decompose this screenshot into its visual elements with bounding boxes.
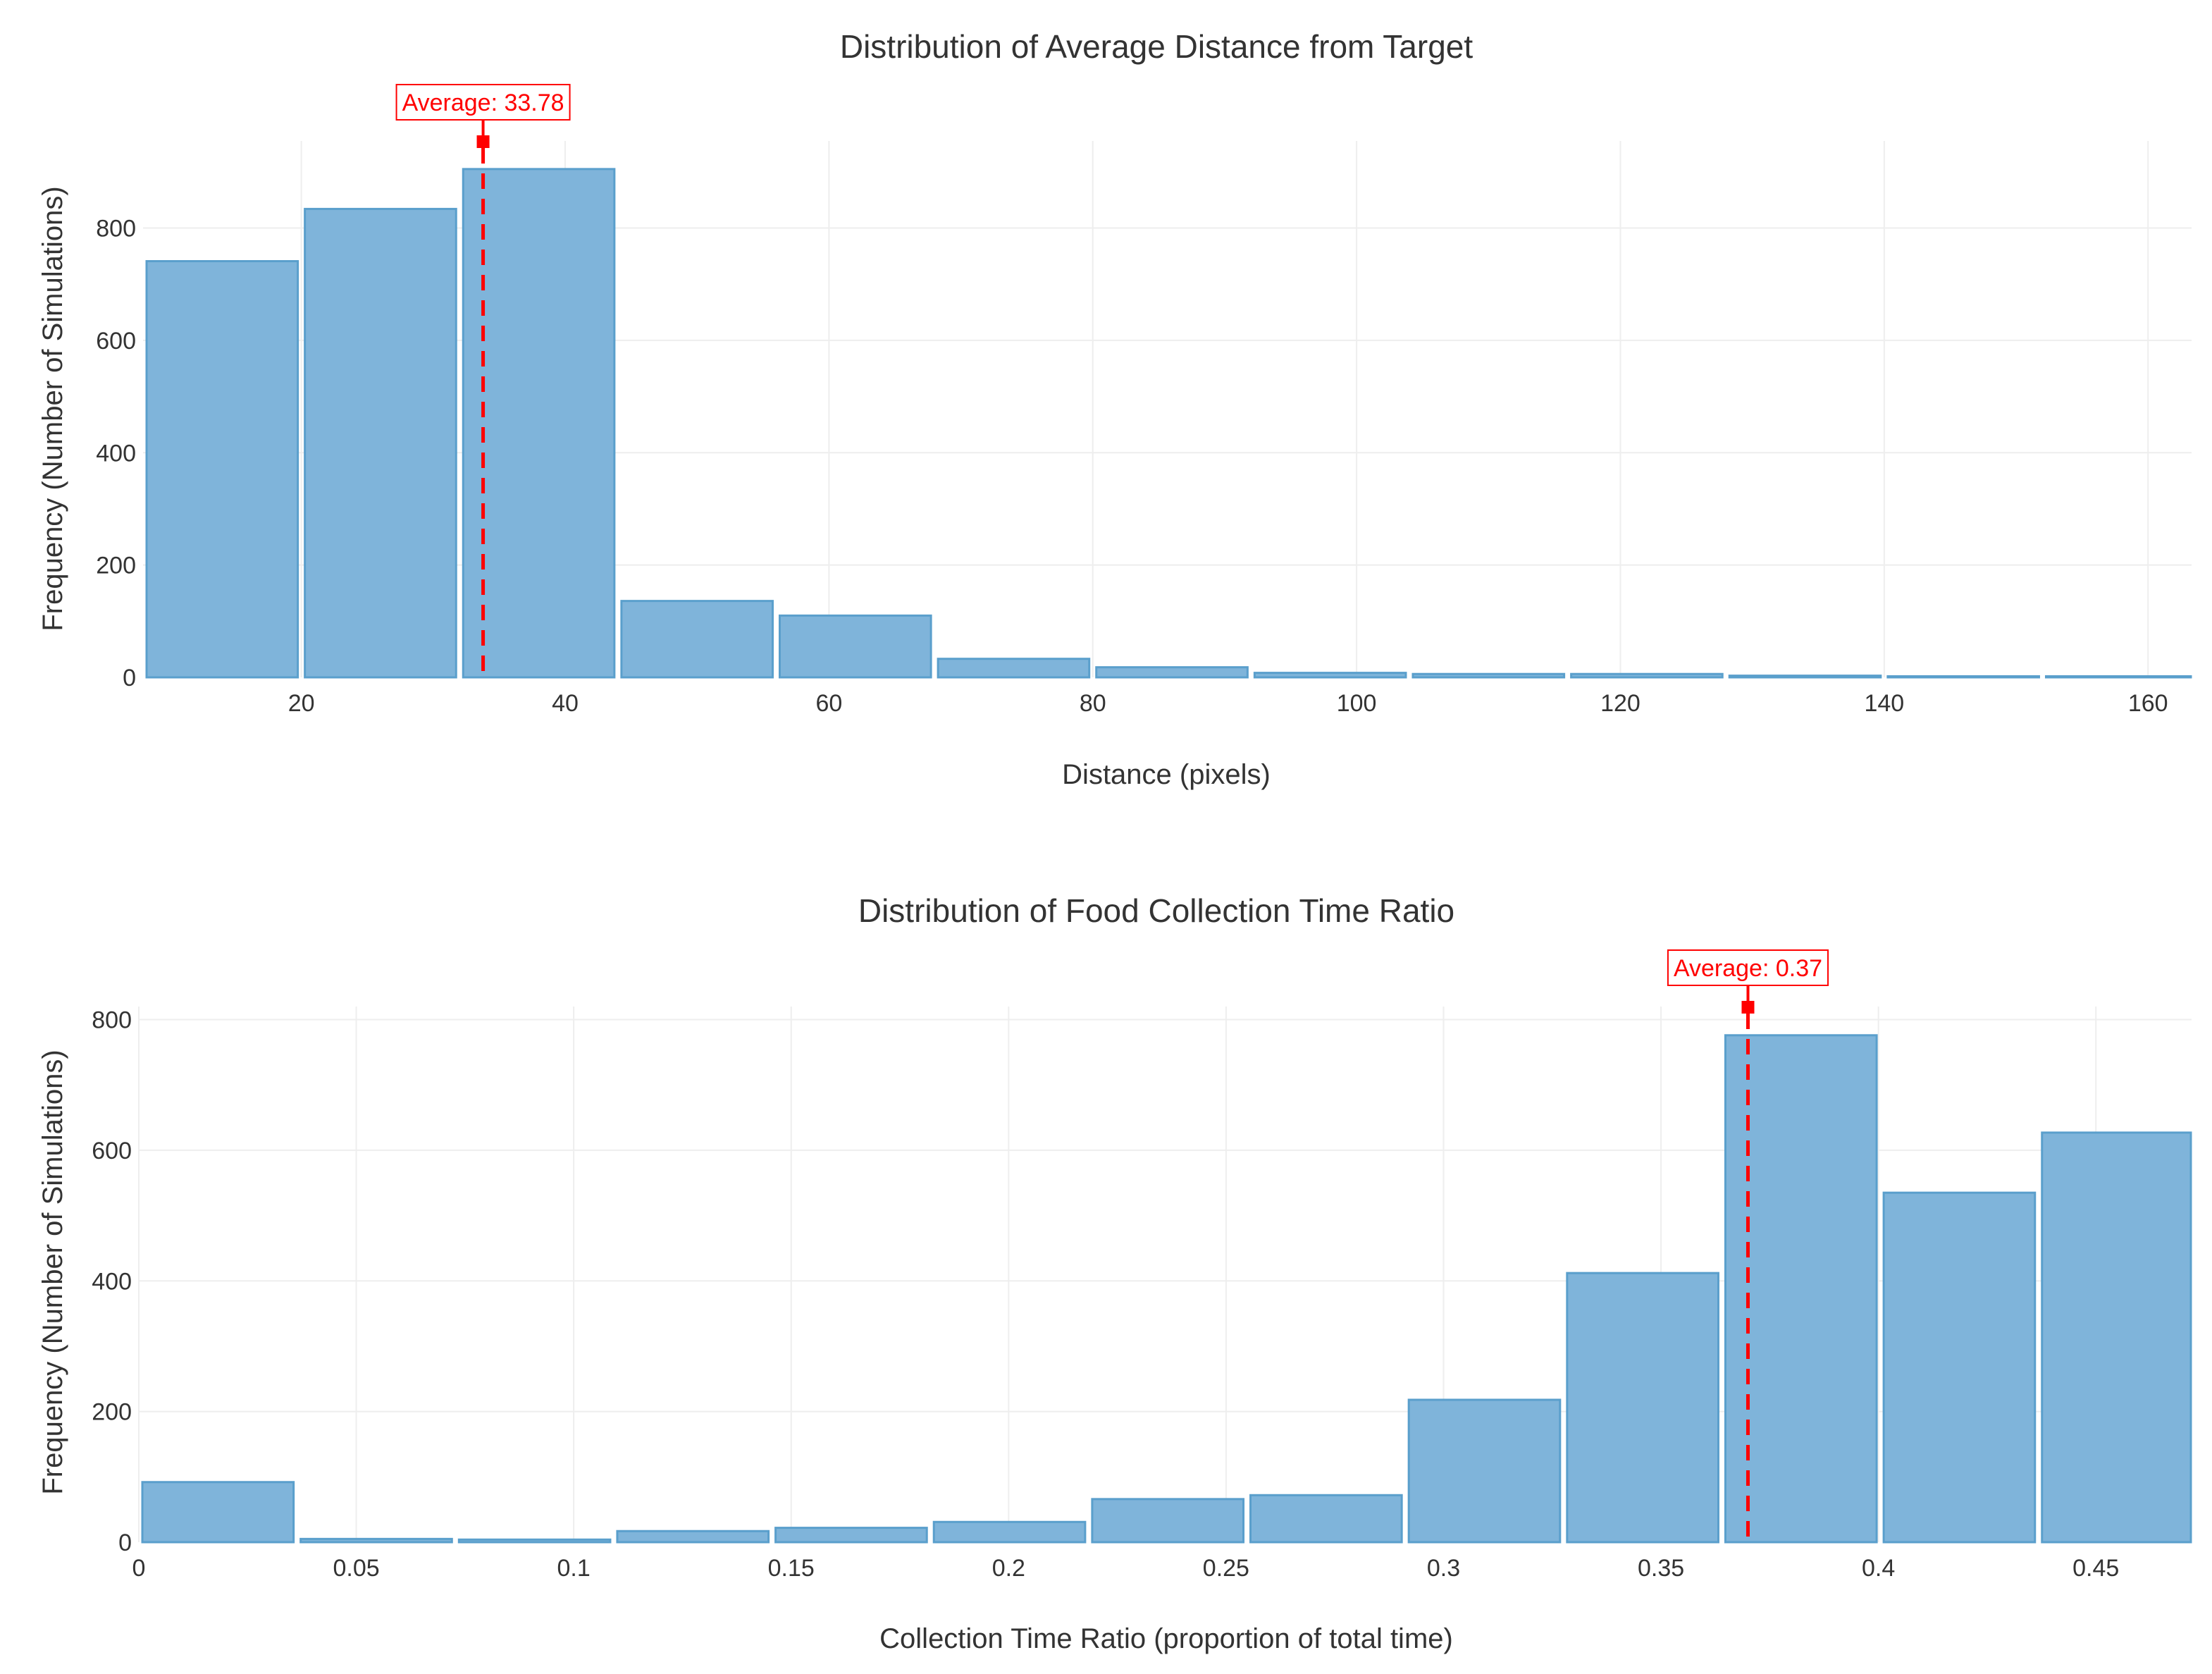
- distance-y-ticks: 0 200 400 600 800: [96, 216, 136, 691]
- distance-average-label-box: [395, 84, 571, 121]
- distance-bar-13: [2044, 675, 2192, 679]
- distance-x-ticks: 20 40 60 80 100 120 140 160: [288, 690, 2168, 717]
- distance-bar-1: [145, 260, 299, 679]
- distance-bar-2: [304, 207, 457, 679]
- ratio-x-tick-label: 0: [132, 1555, 146, 1582]
- distance-bar-5: [778, 614, 932, 679]
- distance-x-tick-label: 120: [1600, 690, 1641, 717]
- ratio-average-label: Average: 0.37: [1674, 955, 1822, 982]
- ratio-bar-1: [141, 1481, 295, 1544]
- ratio-chart-title: Distribution of Food Collection Time Rat…: [858, 892, 1454, 929]
- distance-x-axis-title: Distance (pixels): [1062, 759, 1271, 790]
- distance-average-label: Average: 33.78: [402, 90, 564, 116]
- ratio-x-tick-label: 0.2: [992, 1555, 1025, 1582]
- distance-x-tick-label: 80: [1080, 690, 1106, 717]
- distance-y-tick-label: 600: [96, 328, 136, 355]
- distance-x-tick-label: 160: [2128, 690, 2168, 717]
- ratio-y-ticks: 0 200 400 600 800: [92, 1007, 132, 1556]
- distance-y-tick-label: 800: [96, 216, 136, 242]
- ratio-x-ticks: 0 0.05 0.1 0.15 0.2 0.25 0.3 0.35 0.4 0.45: [132, 1555, 2120, 1582]
- ratio-y-axis-title: Frequency (Number of Simulations): [37, 1050, 68, 1494]
- distance-bar-9: [1411, 672, 1566, 679]
- ratio-x-axis-title: Collection Time Ratio (proportion of tot…: [879, 1623, 1453, 1654]
- ratio-x-tick-label: 0.35: [1638, 1555, 1684, 1582]
- ratio-bar-5: [774, 1527, 928, 1544]
- distance-bars: [145, 168, 2192, 679]
- ratio-bar-13: [2041, 1131, 2192, 1544]
- ratio-x-tick-label: 0.15: [768, 1555, 815, 1582]
- distance-x-tick-label: 40: [552, 690, 579, 717]
- distance-y-tick-label: 0: [123, 665, 136, 691]
- distance-bar-11: [1728, 675, 1882, 679]
- ratio-x-tick-label: 0.4: [1862, 1555, 1895, 1582]
- distance-bar-8: [1253, 672, 1407, 679]
- distance-average-marker: Average: 33.78: [395, 84, 571, 677]
- distance-bar-6: [937, 658, 1091, 679]
- ratio-y-tick-label: 200: [92, 1399, 132, 1426]
- ratio-bar-3: [457, 1538, 612, 1544]
- ratio-average-arrowhead: [1741, 1001, 1755, 1014]
- ratio-x-tick-label: 0.3: [1427, 1555, 1460, 1582]
- distance-bar-3: [462, 168, 616, 679]
- ratio-x-tick-label: 0.05: [333, 1555, 379, 1582]
- ratio-bar-2: [299, 1537, 453, 1544]
- ratio-x-tick-label: 0.1: [557, 1555, 591, 1582]
- ratio-y-tick-label: 600: [92, 1138, 132, 1164]
- ratio-bar-7: [1091, 1498, 1245, 1544]
- ratio-average-label-box: [1667, 949, 1829, 986]
- ratio-y-tick-label: 400: [92, 1268, 132, 1295]
- distance-chart-title: Distribution of Average Distance from Ta…: [840, 28, 1473, 65]
- distance-y-axis-title: Frequency (Number of Simulations): [37, 186, 68, 631]
- distance-histogram: Average: 33.78 20 40 60 80 100 120 140 160 0 200…: [37, 28, 2192, 790]
- ratio-x-tick-label: 0.25: [1203, 1555, 1249, 1582]
- distance-bar-4: [620, 600, 774, 679]
- distance-x-tick-label: 140: [1864, 690, 1904, 717]
- ratio-bar-6: [932, 1520, 1087, 1544]
- distance-y-tick-label: 400: [96, 440, 136, 467]
- ratio-bar-9: [1407, 1398, 1562, 1544]
- distance-x-tick-label: 60: [815, 690, 842, 717]
- distance-x-tick-label: 20: [288, 690, 315, 717]
- ratio-bar-11: [1724, 1034, 1878, 1544]
- ratio-bar-8: [1249, 1494, 1403, 1544]
- ratio-bar-12: [1882, 1191, 2037, 1544]
- distance-x-tick-label: 100: [1337, 690, 1377, 717]
- distance-bar-12: [1886, 675, 2040, 679]
- ratio-x-tick-label: 0.45: [2072, 1555, 2119, 1582]
- distance-bar-10: [1570, 672, 1724, 679]
- collection-ratio-histogram: Average: 0.37 0 0.05 0.1 0.15 0.2 0.25 0.3 0.35…: [37, 892, 2192, 1654]
- distance-bar-7: [1095, 666, 1249, 679]
- distance-y-tick-label: 200: [96, 553, 136, 579]
- ratio-bar-10: [1566, 1272, 1719, 1544]
- ratio-y-tick-label: 800: [92, 1007, 132, 1034]
- ratio-y-tick-label: 0: [118, 1530, 132, 1556]
- ratio-bars: [141, 1034, 2192, 1544]
- ratio-average-marker: Average: 0.37: [1667, 949, 1829, 1542]
- distance-average-arrowhead: [476, 135, 490, 148]
- ratio-bar-4: [616, 1530, 770, 1544]
